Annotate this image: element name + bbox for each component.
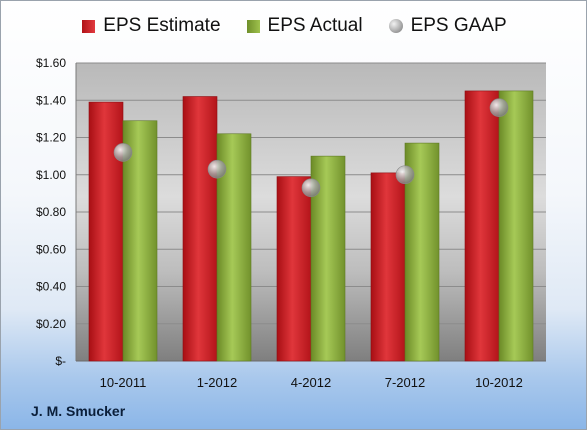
y-tick-label: $0.40 (36, 280, 66, 294)
legend-label-actual: EPS Actual (267, 15, 363, 36)
marker-eps-gaap (301, 178, 321, 198)
y-tick-label: $1.60 (36, 56, 66, 70)
x-tick-label: 4-2012 (291, 375, 331, 390)
legend-item-gaap: EPS GAAP (388, 15, 507, 37)
legend-label-estimate: EPS Estimate (103, 15, 221, 36)
legend-swatch-actual (246, 19, 260, 33)
marker-eps-gaap (207, 159, 227, 179)
x-tick-label: 10-2012 (475, 375, 523, 390)
legend-swatch-gaap (388, 19, 403, 33)
legend-item-estimate: EPS Estimate (82, 15, 221, 37)
chart-legend: EPS Estimate EPS Actual EPS GAAP (1, 15, 587, 37)
x-tick-label: 7-2012 (385, 375, 425, 390)
bar-eps-actual (498, 90, 534, 362)
y-tick-label: $0.80 (36, 205, 66, 219)
legend-item-actual: EPS Actual (246, 15, 363, 37)
bar-eps-estimate (88, 101, 124, 362)
legend-label-gaap: EPS GAAP (410, 15, 507, 36)
marker-eps-gaap (113, 143, 133, 162)
y-tick-label: $0.60 (36, 242, 66, 256)
bar-eps-estimate (276, 176, 312, 362)
bar-eps-estimate (182, 96, 218, 362)
marker-eps-gaap (489, 98, 509, 117)
y-tick-label: $1.00 (36, 168, 66, 182)
marker-eps-gaap (395, 165, 415, 185)
bar-eps-estimate (370, 172, 406, 362)
bar-eps-actual (122, 120, 158, 362)
y-tick-label: $1.20 (36, 131, 66, 145)
company-name: J. M. Smucker (31, 403, 126, 419)
bar-eps-estimate (464, 90, 500, 362)
y-tick-label: $1.40 (36, 93, 66, 107)
y-tick-label: $0.20 (36, 317, 66, 331)
y-tick-label: $- (55, 354, 66, 368)
legend-swatch-estimate (82, 19, 96, 33)
x-tick-label: 10-2011 (100, 375, 147, 390)
x-tick-label: 1-2012 (197, 375, 237, 390)
